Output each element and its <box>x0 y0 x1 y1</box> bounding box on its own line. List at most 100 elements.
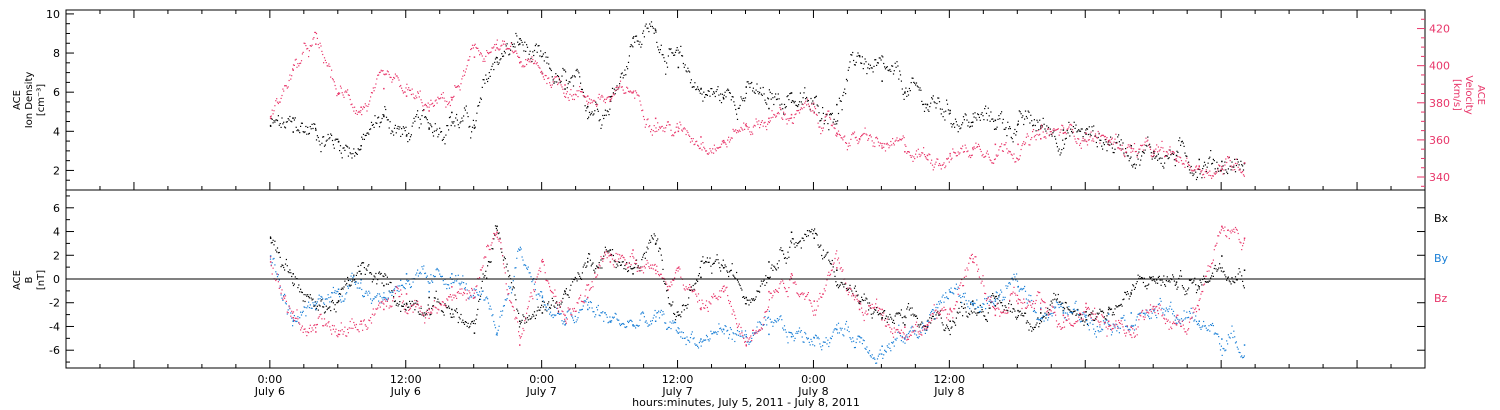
data-point-sbot1-622 <box>821 349 823 351</box>
data-point-sbot0-499 <box>712 263 714 265</box>
data-point-sbot1-350 <box>580 309 582 311</box>
data-point-sbot1-735 <box>921 327 923 329</box>
data-point-sbot0-225 <box>469 325 471 328</box>
data-point-sbot2-119 <box>375 308 377 310</box>
data-point-stop1-1028 <box>1180 160 1183 162</box>
data-point-stop1-472 <box>688 134 690 136</box>
data-point-stop1-993 <box>1149 148 1152 150</box>
data-point-stop1-297 <box>533 63 535 65</box>
data-point-sbot1-1065 <box>1213 333 1215 335</box>
data-point-sbot1-279 <box>517 250 519 252</box>
data-point-sbot2-358 <box>587 284 589 286</box>
data-point-sbot1-796 <box>975 308 977 310</box>
data-point-sbot0-394 <box>619 261 621 263</box>
data-point-stop0-1049 <box>1199 173 1201 175</box>
data-point-sbot1-412 <box>635 327 637 329</box>
data-point-stop1-679 <box>871 140 873 142</box>
data-point-sbot2-172 <box>422 314 424 316</box>
data-point-stop0-847 <box>1020 113 1022 115</box>
data-point-sbot1-6 <box>275 271 277 273</box>
data-point-stop1-542 <box>750 133 752 136</box>
data-point-stop0-112 <box>369 128 371 131</box>
data-point-stop1-648 <box>844 135 846 137</box>
data-point-sbot2-155 <box>407 313 409 315</box>
data-point-stop0-206 <box>452 122 454 124</box>
data-point-stop0-452 <box>670 48 672 50</box>
data-point-stop1-567 <box>772 116 774 118</box>
data-point-stop1-74 <box>335 88 337 90</box>
data-point-stop0-628 <box>826 114 828 116</box>
data-point-stop0-225 <box>469 125 471 127</box>
data-point-sbot1-271 <box>510 286 512 288</box>
data-point-stop0-138 <box>392 131 394 133</box>
data-point-sbot0-637 <box>834 275 836 277</box>
data-point-stop0-75 <box>336 138 338 140</box>
data-point-stop0-839 <box>1013 132 1015 135</box>
data-point-sbot0-962 <box>1122 299 1124 301</box>
data-point-sbot1-954 <box>1115 323 1117 325</box>
data-point-sbot1-147 <box>400 279 402 281</box>
data-point-sbot2-209 <box>455 295 457 297</box>
data-point-sbot1-387 <box>612 317 614 319</box>
anchor-point-sbot1-2 <box>315 308 317 311</box>
data-point-stop0-1051 <box>1201 177 1203 179</box>
data-point-stop1-864 <box>1035 139 1037 141</box>
data-point-stop0-490 <box>704 96 706 98</box>
data-point-stop1-211 <box>456 86 458 88</box>
data-point-stop0-64 <box>326 139 328 141</box>
data-point-sbot1-679 <box>871 354 873 356</box>
data-point-stop0-695 <box>885 66 887 69</box>
data-point-sbot2-51 <box>315 327 317 329</box>
data-point-stop1-520 <box>730 137 732 139</box>
data-point-stop1-1004 <box>1159 149 1161 151</box>
data-point-stop1-270 <box>509 48 511 50</box>
data-point-stop1-592 <box>794 113 796 116</box>
data-point-stop0-382 <box>608 114 610 116</box>
anchor-point-stop0-32 <box>994 119 997 122</box>
anchor-point-stop1-33 <box>1017 143 1019 146</box>
data-point-stop1-588 <box>790 117 793 119</box>
data-point-stop0-594 <box>796 105 798 107</box>
data-point-stop0-564 <box>769 91 771 93</box>
data-point-sbot1-902 <box>1069 311 1071 313</box>
data-point-stop1-927 <box>1091 140 1093 142</box>
data-point-sbot0-765 <box>947 328 949 330</box>
data-point-stop1-96 <box>354 112 357 114</box>
data-point-sbot1-731 <box>917 337 919 339</box>
data-point-stop1-34 <box>300 62 302 64</box>
data-point-sbot1-330 <box>562 323 564 325</box>
data-point-sbot2-398 <box>622 256 624 258</box>
data-point-sbot1-578 <box>782 327 784 329</box>
data-point-stop0-611 <box>811 102 813 104</box>
data-point-stop0-132 <box>386 119 388 121</box>
data-point-stop0-17 <box>284 127 287 129</box>
data-point-stop0-1046 <box>1196 176 1198 178</box>
data-point-stop1-349 <box>579 86 581 88</box>
data-point-sbot0-179 <box>428 307 430 310</box>
data-point-stop0-178 <box>427 122 429 124</box>
data-point-sbot2-324 <box>557 307 559 309</box>
data-point-stop0-207 <box>453 121 455 123</box>
data-point-sbot0-336 <box>567 294 569 296</box>
data-point-sbot2-371 <box>598 264 600 266</box>
data-point-sbot0-1005 <box>1160 284 1162 286</box>
data-point-sbot1-573 <box>777 320 779 322</box>
data-point-sbot2-394 <box>619 254 621 256</box>
data-point-stop1-1039 <box>1190 169 1192 171</box>
data-point-sbot0-458 <box>675 315 677 318</box>
anchor-point-sbot0-33 <box>1017 309 1019 312</box>
data-point-stop0-484 <box>698 90 700 92</box>
data-point-sbot1-334 <box>565 317 567 319</box>
data-point-stop1-394 <box>619 85 621 87</box>
data-point-sbot1-376 <box>603 320 605 322</box>
data-point-stop1-1075 <box>1222 173 1224 175</box>
data-point-sbot0-840 <box>1014 310 1016 312</box>
data-point-stop1-1047 <box>1197 168 1199 170</box>
data-point-sbot1-1075 <box>1222 347 1224 350</box>
data-point-sbot0-803 <box>981 309 983 311</box>
data-point-sbot0-277 <box>515 299 517 301</box>
data-point-sbot1-355 <box>584 300 586 302</box>
data-point-stop1-535 <box>744 128 746 130</box>
data-point-stop1-967 <box>1126 146 1128 149</box>
data-point-sbot0-767 <box>949 333 951 336</box>
